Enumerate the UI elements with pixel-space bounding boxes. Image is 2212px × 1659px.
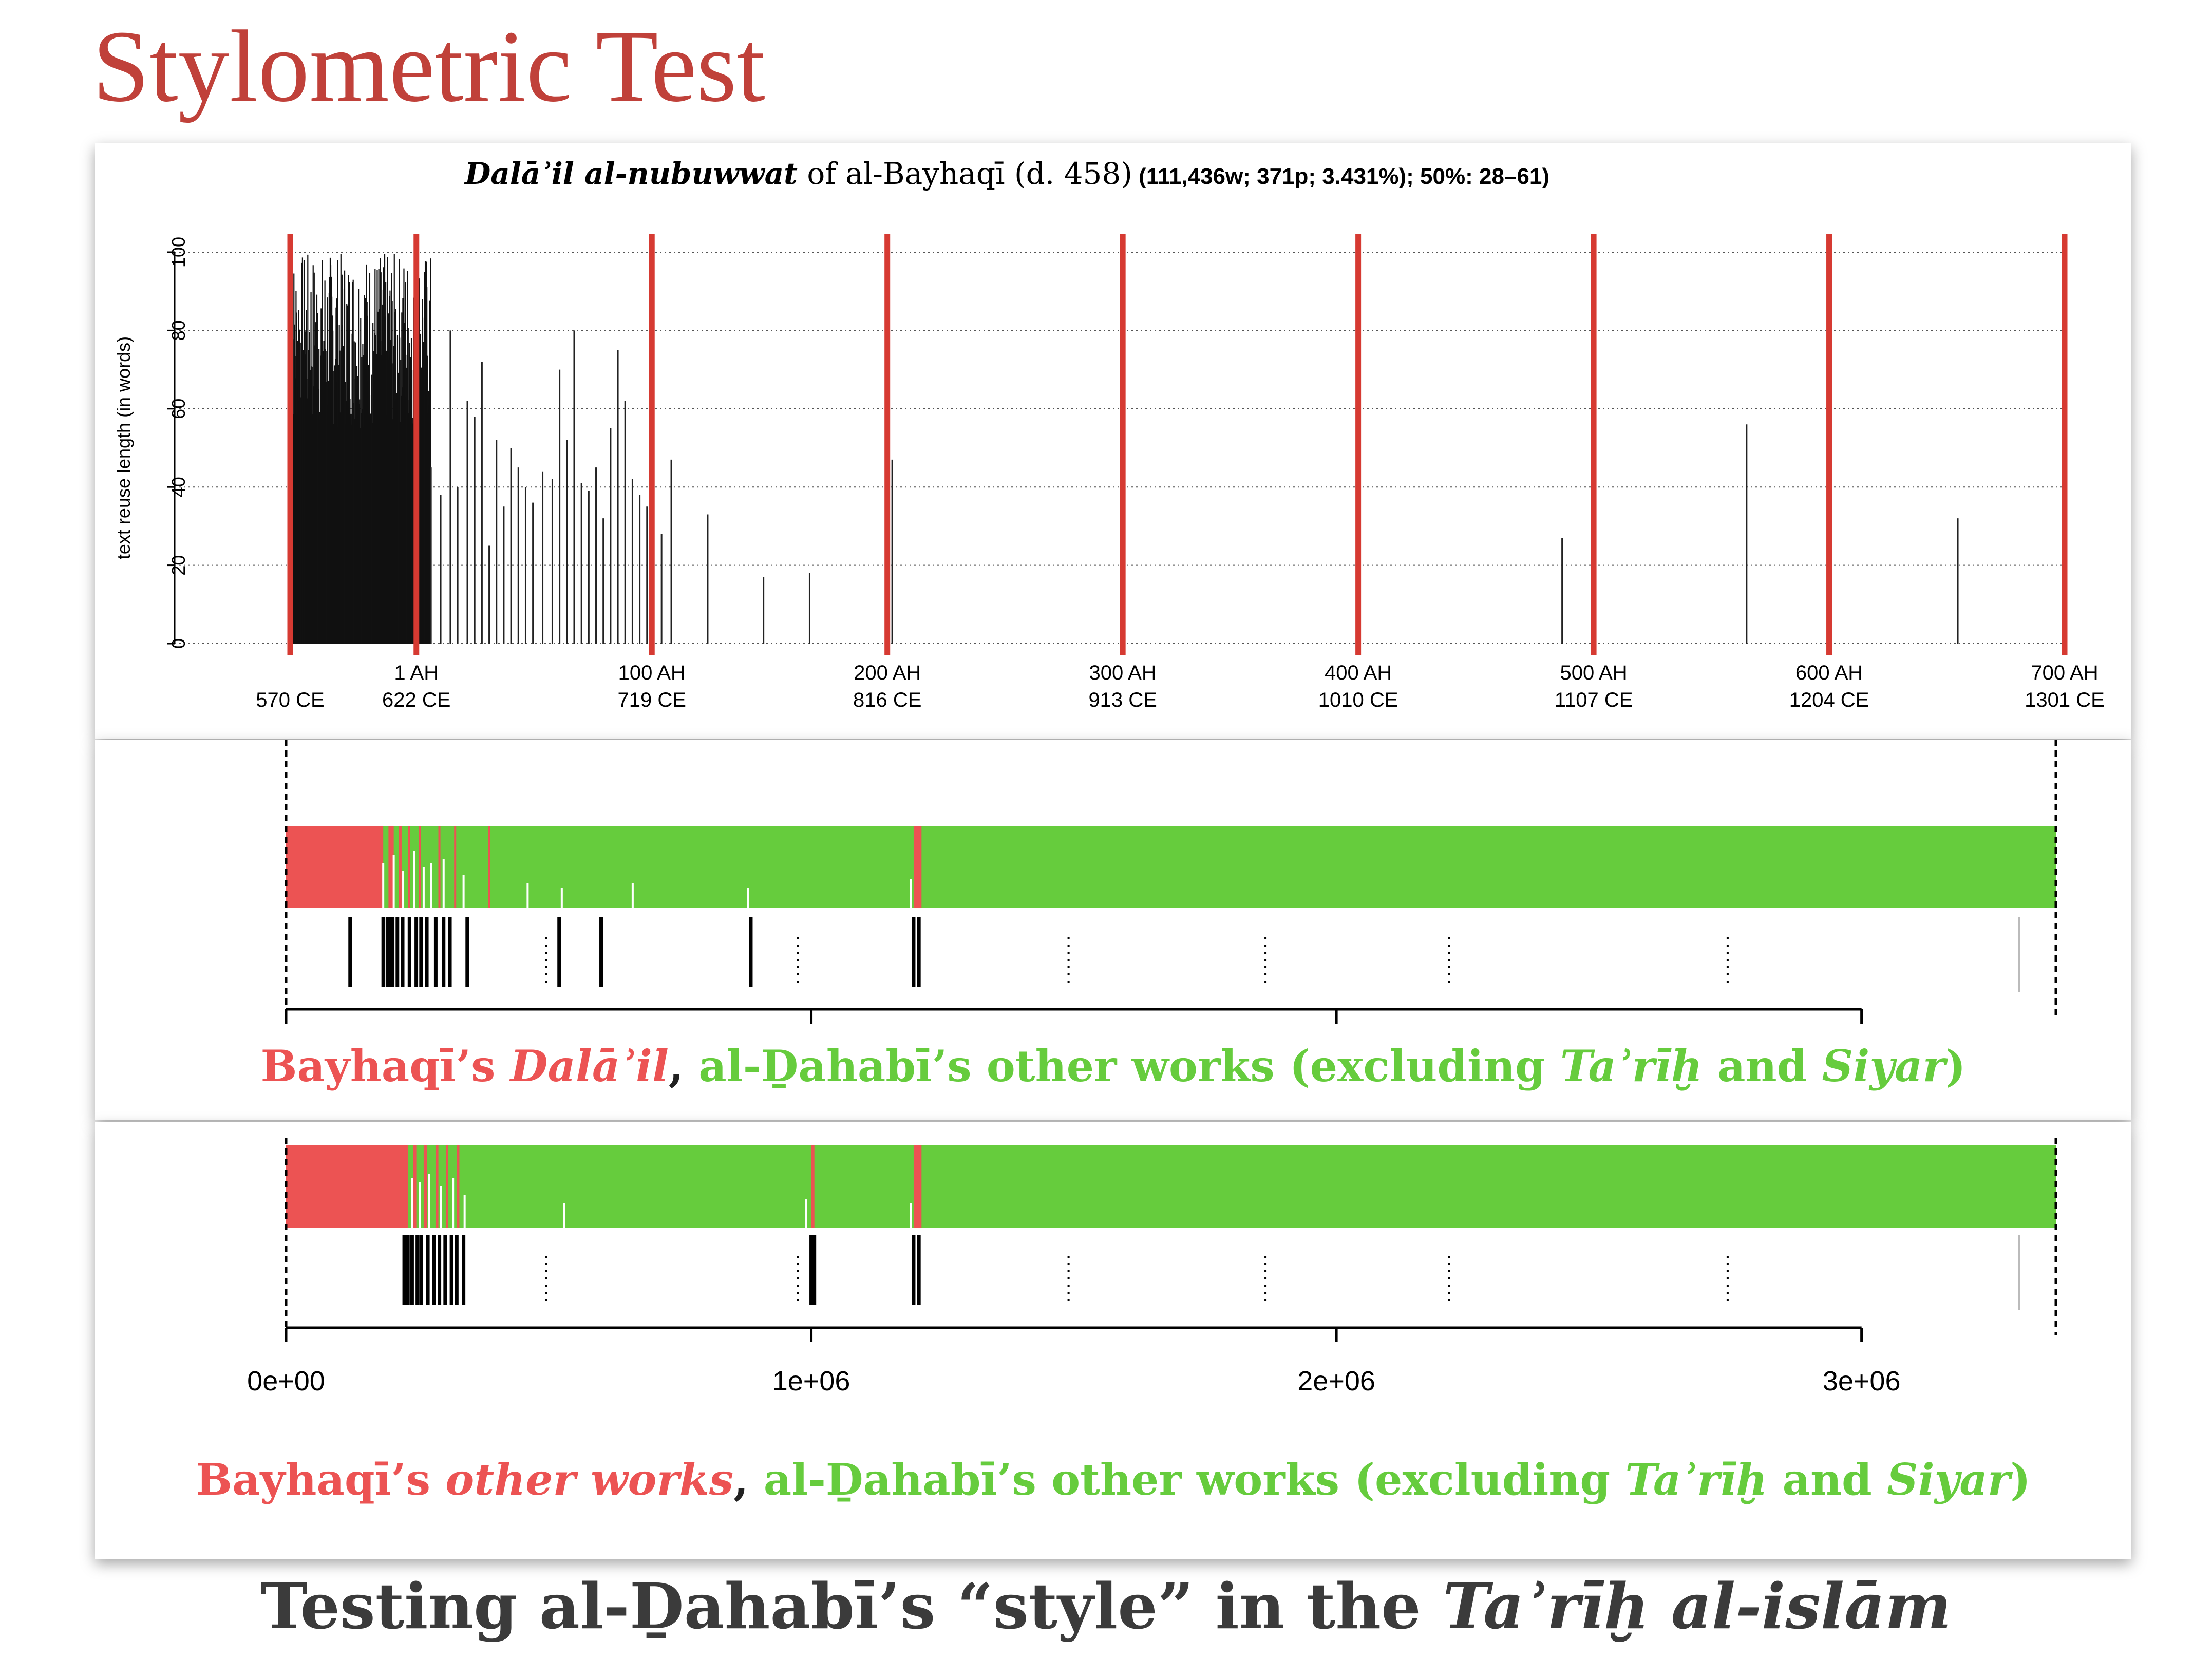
red-segment xyxy=(286,1145,408,1228)
x-tick-label-ce: 1204 CE xyxy=(1789,689,1869,711)
caption-green-italic: Taʾrīḫ xyxy=(1625,1454,1767,1505)
x-tick-label-ce: 570 CE xyxy=(256,689,324,711)
caption-green-text: al-Ḏahabī’s other works (excluding xyxy=(698,1041,1560,1091)
caption-red-text: Bayhaqī’s xyxy=(196,1454,445,1505)
x-tick-label-ce: 1301 CE xyxy=(2025,689,2105,711)
caption-red-text: Bayhaqī’s xyxy=(260,1041,510,1091)
y-tick-label: 60 xyxy=(168,399,189,419)
caption-green-italic: Siyar xyxy=(1822,1041,1949,1091)
red-segment xyxy=(446,1145,448,1228)
red-segment xyxy=(913,1145,922,1228)
footer-text: Testing al-Ḏahabī’s “style” in the xyxy=(260,1569,1443,1643)
x-tick-label: 3e+06 xyxy=(1823,1366,1901,1397)
red-segment xyxy=(423,1145,427,1228)
caption-red-italic: Dalāʾil xyxy=(509,1041,669,1091)
caption-green-text: and xyxy=(1703,1041,1822,1091)
x-tick-label-ah: 400 AH xyxy=(1325,662,1392,684)
x-tick-label: 0e+00 xyxy=(247,1366,325,1397)
slide-title: Stylometric Test xyxy=(92,10,765,123)
x-tick-label-ah: 200 AH xyxy=(854,662,921,684)
caption-separator: , xyxy=(733,1454,764,1505)
caption-green-text: and xyxy=(1767,1454,1887,1505)
x-tick-label-ah: 500 AH xyxy=(1560,662,1627,684)
red-segment xyxy=(408,826,410,908)
caption-green-italic: Siyar xyxy=(1887,1454,2013,1505)
red-segment xyxy=(488,826,490,908)
red-segment xyxy=(286,826,384,908)
caption-green-italic: Taʾrīḫ xyxy=(1560,1041,1703,1091)
x-tick-label: 1e+06 xyxy=(772,1366,850,1397)
red-segment xyxy=(388,826,394,908)
strip-caption: Bayhaqī’s Dalāʾil, al-Ḏahabī’s other wor… xyxy=(260,1041,1965,1091)
red-segment xyxy=(438,826,441,908)
x-tick-label-ce: 1010 CE xyxy=(1318,689,1398,711)
reuse-bar-chart: Dalāʾil al-nubuwwat of al-Bayhaqī (d. 45… xyxy=(113,156,2105,711)
x-tick-label-ah: 1 AH xyxy=(394,662,439,684)
green-band xyxy=(286,826,2056,908)
red-segment xyxy=(436,1145,439,1228)
top-chart-panel: Dalāʾil al-nubuwwat of al-Bayhaqī (d. 45… xyxy=(95,143,2131,739)
x-tick-label-ce: 913 CE xyxy=(1088,689,1157,711)
dense-bar-block xyxy=(289,254,431,644)
x-tick-label-ah: 600 AH xyxy=(1795,662,1863,684)
caption-green-text: ) xyxy=(1945,1041,1966,1091)
y-tick-label: 100 xyxy=(168,237,189,268)
footer-italic-title: Taʾrīḫ al-islām xyxy=(1443,1569,1952,1643)
x-tick-label-ah: 100 AH xyxy=(618,662,686,684)
caption-separator: , xyxy=(669,1041,699,1091)
y-tick-label: 80 xyxy=(168,320,189,341)
x-tick-label-ce: 816 CE xyxy=(853,689,921,711)
dalail-comparison-strip: Bayhaqī’s Dalāʾil, al-Ḏahabī’s other wor… xyxy=(260,740,2057,1091)
caption-green-text: al-Ḏahabī’s other works (excluding xyxy=(764,1454,1625,1505)
x-tick-label-ce: 622 CE xyxy=(382,689,450,711)
red-segment xyxy=(419,826,421,908)
chart-title-stats: (111,436w; 371p; 3.431%); 50%: 28–61) xyxy=(1132,164,1549,189)
bottom-chart-panel: 0e+00 1e+06 2e+06 3e+06 Bayhaqī’s other work… xyxy=(95,1122,2131,1559)
y-tick-label: 20 xyxy=(168,555,189,576)
chart-title-main: of al-Bayhaqī (d. 458) xyxy=(798,156,1132,191)
red-segment xyxy=(399,826,402,908)
x-tick-label-ah: 300 AH xyxy=(1089,662,1157,684)
red-segment xyxy=(457,1145,460,1228)
slide-footer: Testing al-Ḏahabī’s “style” in the Taʾrī… xyxy=(0,1572,2212,1641)
middle-chart-panel: Bayhaqī’s Dalāʾil, al-Ḏahabī’s other wor… xyxy=(95,740,2131,1120)
y-axis-label: text reuse length (in words) xyxy=(113,336,134,559)
y-tick-label: 40 xyxy=(168,477,189,497)
x-tick-label: 2e+06 xyxy=(1297,1366,1375,1397)
chart-title: Dalāʾil al-nubuwwat of al-Bayhaqī (d. 45… xyxy=(464,156,1549,191)
green-band xyxy=(286,1145,2056,1228)
x-tick-label-ah: 700 AH xyxy=(2031,662,2098,684)
caption-red-italic: other works xyxy=(445,1454,733,1505)
caption-green-text: ) xyxy=(2010,1454,2031,1505)
red-segment xyxy=(811,1145,815,1228)
red-segment xyxy=(913,826,922,908)
red-segment xyxy=(413,1145,417,1228)
x-tick-label-ce: 1107 CE xyxy=(1555,689,1633,711)
red-segment xyxy=(454,826,457,908)
chart-title-italic: Dalāʾil al-nubuwwat xyxy=(464,156,798,191)
x-tick-label-ce: 719 CE xyxy=(618,689,686,711)
strip-caption: Bayhaqī’s other works, al-Ḏahabī’s other… xyxy=(196,1454,2031,1505)
other-works-comparison-strip: 0e+00 1e+06 2e+06 3e+06 Bayhaqī’s other work… xyxy=(196,1138,2057,1505)
y-tick-label: 0 xyxy=(168,638,189,649)
